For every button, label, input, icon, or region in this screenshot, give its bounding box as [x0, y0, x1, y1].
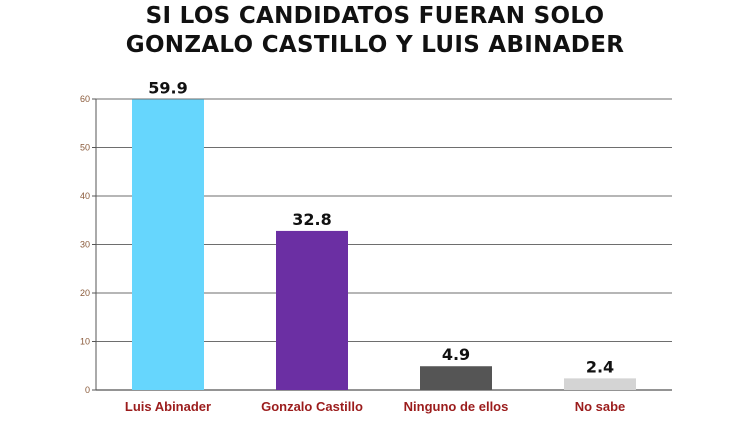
y-tick-label: 0 [85, 385, 90, 395]
data-label: 2.4 [586, 357, 614, 376]
chart-title-line-2: GONZALO CASTILLO Y LUIS ABINADER [125, 32, 625, 58]
chart-title: SI LOS CANDIDATOS FUERAN SOLO GONZALO CA… [0, 0, 750, 60]
x-tick-label: Gonzalo Castillo [261, 399, 363, 414]
bar [132, 99, 204, 391]
data-label: 32.8 [292, 210, 331, 229]
y-tick-label: 20 [80, 288, 90, 298]
y-tick-label: 60 [80, 94, 90, 104]
bar [420, 366, 492, 390]
y-tick-label: 50 [80, 143, 90, 153]
data-label: 4.9 [442, 345, 470, 364]
bar [276, 230, 348, 390]
x-tick-label: Ninguno de ellos [404, 399, 509, 414]
x-tick-label: Luis Abinader [125, 399, 211, 414]
bar [564, 378, 636, 390]
data-label: 59.9 [148, 78, 187, 97]
y-tick-label: 10 [80, 337, 90, 347]
chart-title-line-1: SI LOS CANDIDATOS FUERAN SOLO [145, 3, 605, 29]
y-tick-label: 40 [80, 191, 90, 201]
x-tick-label: No sabe [575, 399, 626, 414]
y-tick-label: 30 [80, 240, 90, 250]
